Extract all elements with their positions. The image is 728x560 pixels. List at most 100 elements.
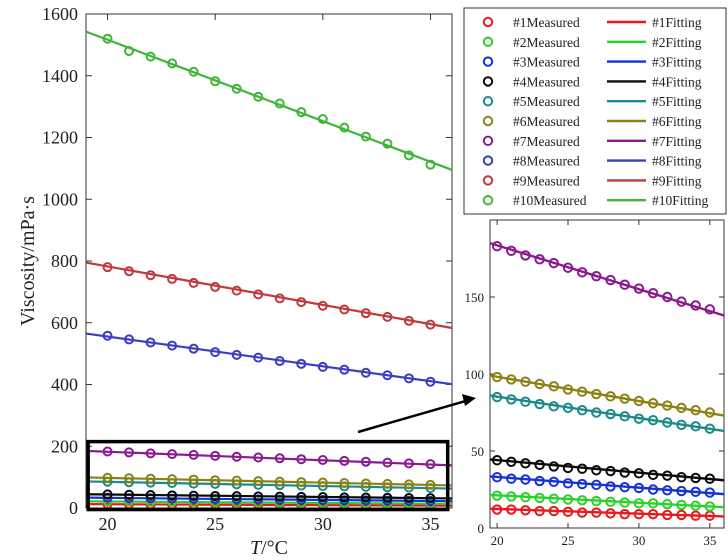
data-point-series-4: [274, 491, 285, 502]
data-point-series-1: [647, 508, 659, 520]
data-point-series-6: [619, 393, 630, 404]
data-point-series-3: [548, 476, 560, 487]
data-point-series-6: [317, 477, 328, 488]
data-point-series-5: [534, 398, 545, 410]
data-point-series-7: [690, 300, 701, 311]
inset-x-tick-label: 20: [491, 533, 504, 548]
data-point-series-8: [102, 330, 113, 341]
data-point-series-4: [690, 472, 701, 484]
data-point-series-8: [274, 356, 285, 367]
legend-measured-label: #9Measured: [513, 173, 580, 188]
data-point-series-3: [676, 485, 687, 497]
legend-fitting-label: #4Fitting: [652, 74, 702, 89]
y-tick-label: 1400: [42, 66, 78, 86]
legend-measured-label: #3Measured: [513, 55, 580, 70]
data-point-series-8: [210, 347, 221, 358]
legend-measured-label: #10Measured: [513, 193, 587, 208]
data-point-series-4: [360, 492, 371, 503]
inset-y-tick-label: 0: [478, 521, 485, 536]
data-point-series-3: [605, 481, 616, 492]
fit-line-series-7: [85, 449, 453, 467]
data-point-series-8: [167, 340, 178, 351]
data-point-series-7: [520, 250, 531, 261]
data-point-series-3: [562, 478, 574, 489]
data-point-series-10: [339, 122, 350, 133]
data-point-series-7: [548, 257, 560, 269]
data-point-series-4: [124, 489, 135, 500]
data-point-series-6: [360, 478, 371, 489]
data-point-series-7: [491, 240, 503, 252]
data-point-series-6: [274, 476, 285, 487]
data-point-series-7: [274, 453, 285, 464]
data-point-series-4: [506, 456, 517, 467]
data-point-series-6: [188, 474, 199, 485]
data-point-series-1: [520, 505, 531, 516]
data-point-series-9: [124, 266, 135, 277]
x-tick-label: 30: [314, 514, 332, 534]
data-point-series-7: [360, 456, 371, 467]
data-point-series-3: [662, 485, 673, 496]
data-point-series-10: [102, 33, 113, 44]
data-point-series-1: [491, 504, 503, 515]
data-point-series-9: [339, 304, 350, 315]
data-point-series-2: [633, 498, 645, 509]
y-tick-label: 800: [51, 251, 78, 271]
data-point-series-8: [124, 334, 135, 345]
data-point-series-6: [690, 404, 701, 416]
legend-fitting-label: #8Fitting: [652, 154, 702, 169]
data-point-series-9: [425, 319, 436, 330]
fit-line-series-8: [85, 332, 453, 386]
x-axis-title-unit: /°C: [261, 537, 288, 559]
data-point-series-3: [520, 474, 531, 485]
data-point-series-9: [145, 270, 156, 281]
data-point-series-6: [339, 477, 350, 488]
data-point-series-7: [633, 283, 645, 294]
inset-plot-panel: 0 50 100 150 20 25 30 35: [465, 219, 725, 548]
data-point-series-5: [647, 415, 659, 426]
data-point-series-4: [619, 467, 630, 478]
data-point-series-10: [317, 113, 328, 124]
inset-series-group: [490, 240, 724, 521]
data-point-series-6: [704, 407, 716, 418]
data-point-series-10: [145, 51, 156, 62]
data-point-series-6: [676, 402, 687, 414]
data-point-series-7: [188, 449, 199, 460]
x-tick-label: 20: [99, 514, 117, 534]
data-point-series-8: [382, 370, 393, 381]
data-point-series-4: [339, 492, 350, 503]
legend-frame: [463, 7, 727, 215]
data-point-series-4: [102, 489, 113, 500]
data-point-series-2: [591, 495, 602, 507]
inset-x-tick-label: 25: [562, 533, 575, 548]
legend-fitting-label: #2Fitting: [652, 35, 702, 50]
data-point-series-6: [145, 473, 156, 484]
legend-measured-label: #8Measured: [513, 154, 580, 169]
data-point-series-1: [619, 508, 630, 520]
data-point-series-9: [382, 311, 393, 322]
data-point-series-9: [210, 281, 221, 292]
data-point-series-9: [102, 262, 113, 273]
legend-marker-series-5: [482, 96, 494, 107]
legend-measured-label: #5Measured: [513, 94, 580, 109]
data-point-series-9: [274, 293, 285, 304]
legend-fitting-label: #1Fitting: [652, 15, 702, 30]
data-point-series-4: [647, 469, 659, 481]
data-point-series-10: [210, 76, 221, 87]
data-point-series-10: [231, 83, 242, 94]
data-point-series-1: [562, 506, 574, 518]
data-point-series-6: [662, 400, 673, 411]
data-point-series-6: [605, 391, 616, 402]
data-point-series-7: [704, 304, 716, 315]
data-point-series-5: [662, 417, 673, 428]
data-point-series-9: [231, 285, 242, 296]
data-point-series-9: [317, 300, 328, 311]
data-point-series-1: [662, 509, 673, 521]
data-point-series-7: [562, 262, 574, 273]
data-point-series-1: [548, 505, 560, 517]
data-point-series-9: [253, 289, 264, 300]
data-point-series-9: [188, 277, 199, 288]
data-point-series-6: [591, 388, 602, 400]
data-point-series-8: [253, 352, 264, 363]
zoom-arrow-head: [462, 394, 476, 406]
